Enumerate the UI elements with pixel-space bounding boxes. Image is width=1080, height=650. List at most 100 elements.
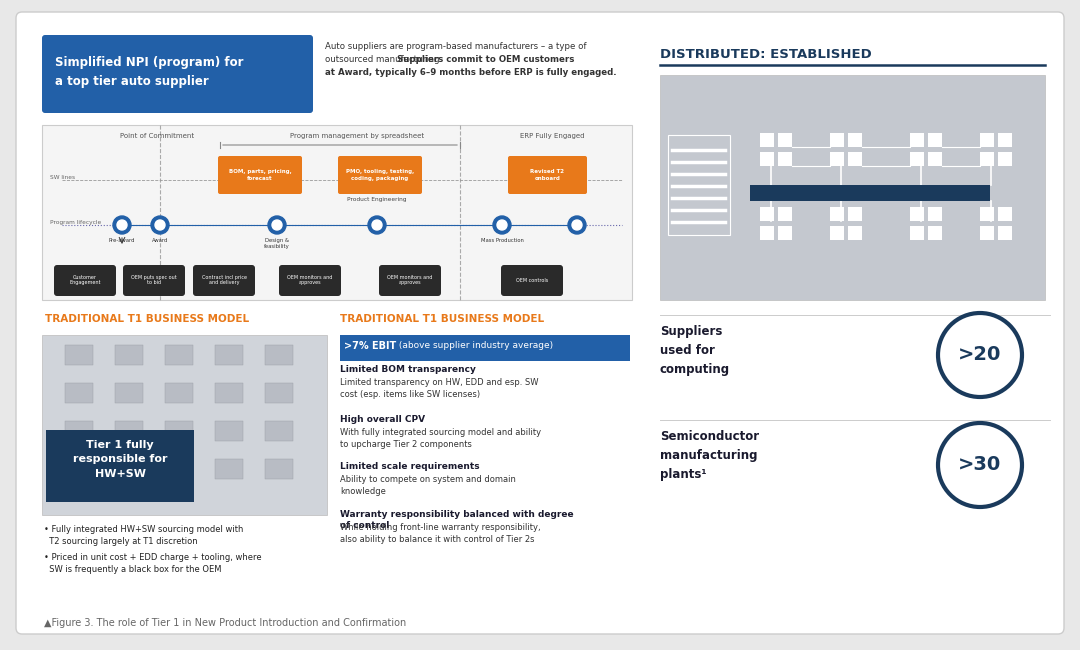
- FancyBboxPatch shape: [760, 207, 774, 221]
- Text: SW is frequently a black box for the OEM: SW is frequently a black box for the OEM: [44, 565, 221, 574]
- Text: (above supplier industry average): (above supplier industry average): [396, 341, 553, 350]
- Text: Award: Award: [152, 238, 168, 243]
- FancyBboxPatch shape: [660, 75, 1045, 300]
- FancyBboxPatch shape: [265, 421, 293, 441]
- FancyBboxPatch shape: [42, 35, 313, 113]
- Text: TRADITIONAL T1 BUSINESS MODEL: TRADITIONAL T1 BUSINESS MODEL: [340, 314, 544, 324]
- Text: Product Engineering: Product Engineering: [348, 197, 407, 202]
- Circle shape: [497, 220, 507, 230]
- Circle shape: [568, 216, 586, 234]
- FancyBboxPatch shape: [778, 207, 792, 221]
- Circle shape: [572, 220, 582, 230]
- Text: While holding front-line warranty responsibility,
also ability to balance it wit: While holding front-line warranty respon…: [340, 523, 541, 544]
- Text: ERP Fully Engaged: ERP Fully Engaged: [519, 133, 584, 139]
- FancyBboxPatch shape: [65, 421, 93, 441]
- FancyBboxPatch shape: [340, 335, 630, 361]
- FancyBboxPatch shape: [114, 383, 143, 403]
- Text: TRADITIONAL T1 BUSINESS MODEL: TRADITIONAL T1 BUSINESS MODEL: [45, 314, 249, 324]
- Circle shape: [272, 220, 282, 230]
- Circle shape: [117, 220, 127, 230]
- Text: • Priced in unit cost + EDD charge + tooling, where: • Priced in unit cost + EDD charge + too…: [44, 553, 261, 562]
- FancyBboxPatch shape: [778, 226, 792, 240]
- FancyBboxPatch shape: [218, 156, 302, 194]
- FancyBboxPatch shape: [831, 207, 843, 221]
- FancyBboxPatch shape: [998, 207, 1012, 221]
- Text: Point of Commitment: Point of Commitment: [120, 133, 194, 139]
- FancyBboxPatch shape: [848, 152, 862, 166]
- Text: Program management by spreadsheet: Program management by spreadsheet: [289, 133, 424, 139]
- Text: Warranty responsibility balanced with degree
of control: Warranty responsibility balanced with de…: [340, 510, 573, 530]
- FancyBboxPatch shape: [831, 226, 843, 240]
- FancyBboxPatch shape: [54, 265, 116, 296]
- FancyBboxPatch shape: [193, 265, 255, 296]
- Text: OEM controls: OEM controls: [516, 278, 549, 283]
- FancyBboxPatch shape: [114, 421, 143, 441]
- FancyBboxPatch shape: [379, 265, 441, 296]
- FancyBboxPatch shape: [831, 152, 843, 166]
- Text: OEM monitors and
approves: OEM monitors and approves: [287, 274, 333, 285]
- Circle shape: [372, 220, 382, 230]
- FancyBboxPatch shape: [928, 133, 942, 147]
- FancyBboxPatch shape: [831, 133, 843, 147]
- FancyBboxPatch shape: [265, 459, 293, 479]
- FancyBboxPatch shape: [46, 430, 194, 502]
- FancyBboxPatch shape: [778, 152, 792, 166]
- Circle shape: [268, 216, 286, 234]
- Circle shape: [492, 216, 511, 234]
- Text: Limited transparency on HW, EDD and esp. SW
cost (esp. items like SW licenses): Limited transparency on HW, EDD and esp.…: [340, 378, 539, 399]
- Text: >20: >20: [958, 346, 1001, 365]
- FancyBboxPatch shape: [760, 226, 774, 240]
- FancyBboxPatch shape: [848, 226, 862, 240]
- Text: T2 sourcing largely at T1 discretion: T2 sourcing largely at T1 discretion: [44, 537, 198, 546]
- Text: Revised T2
onboard: Revised T2 onboard: [530, 170, 565, 181]
- Text: With fully integrated sourcing model and ability
to upcharge Tier 2 components: With fully integrated sourcing model and…: [340, 428, 541, 448]
- FancyBboxPatch shape: [980, 207, 994, 221]
- FancyBboxPatch shape: [501, 265, 563, 296]
- FancyBboxPatch shape: [910, 207, 924, 221]
- Text: Limited BOM transparency: Limited BOM transparency: [340, 365, 476, 374]
- FancyBboxPatch shape: [760, 152, 774, 166]
- Text: at Award, typically 6–9 months before ERP is fully engaged.: at Award, typically 6–9 months before ER…: [325, 68, 617, 77]
- Text: Semiconductor
manufacturing
plants¹: Semiconductor manufacturing plants¹: [660, 430, 759, 481]
- FancyBboxPatch shape: [65, 345, 93, 365]
- FancyBboxPatch shape: [980, 152, 994, 166]
- FancyBboxPatch shape: [928, 226, 942, 240]
- Text: outsourced manufacturing.: outsourced manufacturing.: [325, 55, 445, 64]
- FancyBboxPatch shape: [508, 156, 588, 194]
- FancyBboxPatch shape: [848, 207, 862, 221]
- Text: ▲Figure 3. The role of Tier 1 in New Product Introduction and Confirmation: ▲Figure 3. The role of Tier 1 in New Pro…: [44, 618, 406, 628]
- Text: Design &
feasibility: Design & feasibility: [265, 238, 289, 249]
- Text: >30: >30: [958, 456, 1001, 474]
- Text: Ability to compete on system and domain
knowledge: Ability to compete on system and domain …: [340, 475, 516, 496]
- Text: Simplified NPI (program) for
a top tier auto supplier: Simplified NPI (program) for a top tier …: [55, 56, 243, 88]
- FancyBboxPatch shape: [910, 133, 924, 147]
- FancyBboxPatch shape: [750, 185, 990, 201]
- Text: Program lifecycle: Program lifecycle: [50, 220, 102, 225]
- Text: Contract incl price
and delivery: Contract incl price and delivery: [202, 274, 246, 285]
- Text: Pre-award: Pre-award: [109, 238, 135, 243]
- FancyBboxPatch shape: [215, 459, 243, 479]
- FancyBboxPatch shape: [215, 345, 243, 365]
- FancyBboxPatch shape: [910, 226, 924, 240]
- Circle shape: [939, 313, 1022, 397]
- FancyBboxPatch shape: [42, 125, 632, 300]
- FancyBboxPatch shape: [265, 383, 293, 403]
- Circle shape: [368, 216, 386, 234]
- Text: Limited scale requirements: Limited scale requirements: [340, 462, 480, 471]
- Circle shape: [156, 220, 165, 230]
- FancyBboxPatch shape: [265, 345, 293, 365]
- FancyBboxPatch shape: [928, 207, 942, 221]
- FancyBboxPatch shape: [114, 459, 143, 479]
- Text: High overall CPV: High overall CPV: [340, 415, 426, 424]
- FancyBboxPatch shape: [778, 133, 792, 147]
- Text: Tier 1 fully
responsible for
HW+SW: Tier 1 fully responsible for HW+SW: [72, 440, 167, 479]
- FancyBboxPatch shape: [998, 226, 1012, 240]
- FancyBboxPatch shape: [279, 265, 341, 296]
- Text: SW lines: SW lines: [50, 175, 76, 180]
- FancyBboxPatch shape: [165, 345, 193, 365]
- Text: PMO, tooling, testing,
coding, packaging: PMO, tooling, testing, coding, packaging: [346, 170, 414, 181]
- Text: OEM puts spec out
to bid: OEM puts spec out to bid: [131, 274, 177, 285]
- FancyBboxPatch shape: [215, 421, 243, 441]
- FancyBboxPatch shape: [980, 133, 994, 147]
- FancyBboxPatch shape: [165, 421, 193, 441]
